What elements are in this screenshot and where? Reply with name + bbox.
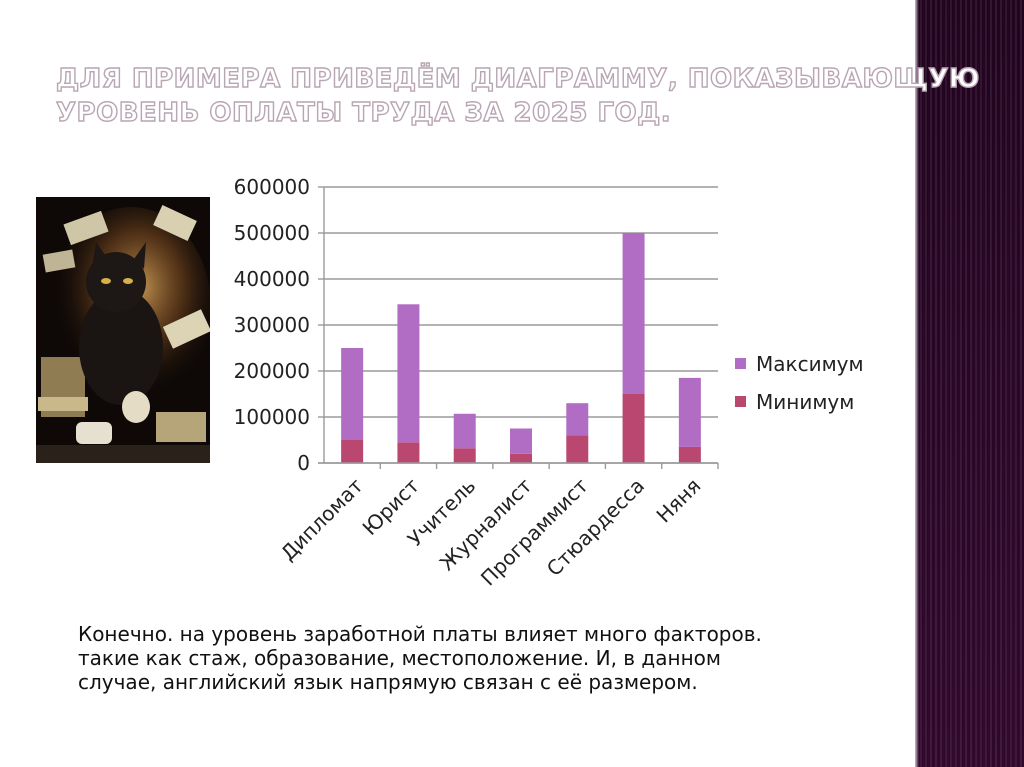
y-tick-label: 300000 (234, 313, 310, 337)
body-line-1: Конечно. на уровень заработной платы вли… (78, 622, 762, 646)
bar-maximum (678, 377, 701, 447)
cat-money-illustration (36, 197, 210, 463)
legend-label: Максимум (756, 352, 864, 376)
bar-minimum (397, 442, 420, 463)
bar-maximum (510, 428, 532, 454)
body-line-3: случае, английский язык напрямую связан … (78, 670, 698, 694)
bar-minimum (678, 446, 701, 463)
bar-minimum (566, 435, 589, 463)
decorative-side-band (915, 0, 1024, 767)
bar-maximum (453, 413, 476, 449)
bar-minimum (341, 440, 364, 463)
legend-label: Минимум (756, 390, 854, 414)
slide-title-line-1: ДЛЯ ПРИМЕРА ПРИВЕДЁМ ДИАГРАММУ, ПОКАЗЫВА… (55, 63, 980, 94)
y-tick-label: 500000 (234, 221, 310, 245)
body-paragraph: Конечно. на уровень заработной платы вли… (78, 622, 908, 694)
bar-minimum (622, 394, 645, 463)
y-tick-label: 100000 (234, 405, 310, 429)
y-tick-label: 400000 (234, 267, 310, 291)
bar-minimum (510, 453, 532, 463)
x-tick-label: Няня (652, 474, 706, 528)
y-tick-label: 600000 (234, 175, 310, 199)
bar-maximum (622, 233, 645, 394)
slide-title: ДЛЯ ПРИМЕРА ПРИВЕДЁМ ДИАГРАММУ, ПОКАЗЫВА… (55, 62, 980, 130)
salary-stacked-bar-chart: 0 100000 200000 300000 400000 500000 600000 Дип… (234, 175, 864, 590)
cat-money-photo (36, 197, 210, 463)
y-tick-label: 200000 (234, 359, 310, 383)
bar-maximum (341, 348, 364, 440)
y-tick-label: 0 (297, 451, 310, 475)
bar-maximum (397, 304, 420, 443)
x-tick-label: Дипломат (276, 473, 368, 565)
legend-swatch (735, 396, 746, 407)
body-line-2: такие как стаж, образование, местоположе… (78, 646, 721, 670)
x-tick-label: Стюардесса (542, 474, 649, 581)
legend-swatch (735, 358, 746, 369)
bar-maximum (566, 403, 589, 436)
bar-minimum (453, 448, 476, 463)
slide-title-line-2: УРОВЕНЬ ОПЛАТЫ ТРУДА ЗА 2025 ГОД. (55, 97, 672, 128)
